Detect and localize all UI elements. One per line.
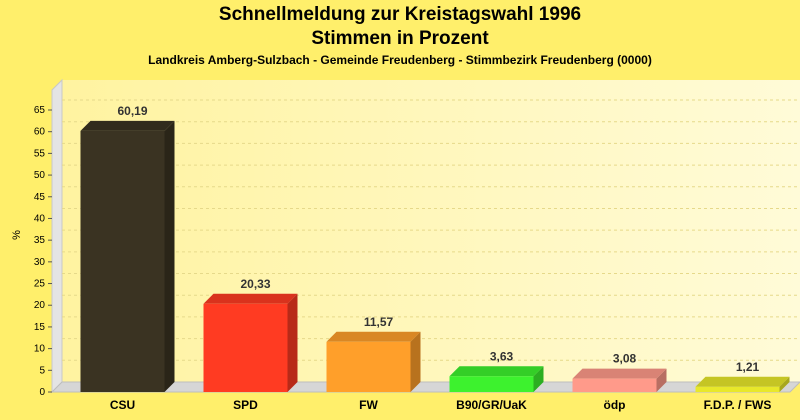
data-label: 20,33 [240, 277, 270, 291]
bar-top [695, 376, 790, 387]
y-tick-label: 5 [39, 365, 45, 376]
y-tick-label: 30 [34, 257, 46, 268]
y-tick-label: 20 [34, 300, 46, 311]
y-tick-label: 45 [34, 192, 46, 203]
x-tick-label: CSU [110, 398, 135, 412]
y-tick-label: 25 [34, 279, 46, 290]
y-axis-label: % [11, 230, 23, 240]
chart-title: Schnellmeldung zur Kreistagswahl 1996 [218, 4, 582, 25]
bar-top [449, 366, 544, 377]
y-tick-label: 10 [34, 344, 46, 355]
bar-side [656, 368, 667, 392]
x-tick-label: ödp [604, 398, 626, 412]
bar-top [572, 368, 667, 379]
bar-top [203, 293, 298, 304]
y-tick-label: 60 [34, 127, 46, 138]
bar [326, 341, 411, 392]
bar-side [779, 376, 790, 392]
left-wall [51, 78, 63, 394]
bar-side [533, 366, 544, 392]
x-tick-label: F.D.P. / FWS [704, 398, 772, 412]
data-label: 60,19 [117, 104, 147, 118]
chart-title-line2: Stimmen in Prozent [311, 28, 489, 49]
data-label: 11,57 [364, 315, 394, 329]
x-tick-label: FW [359, 398, 378, 412]
chart-subtitle: Landkreis Amberg-Sulzbach - Gemeinde Fre… [148, 53, 652, 67]
bar [80, 130, 165, 393]
bar-top [80, 120, 175, 131]
y-tick-label: 40 [34, 213, 46, 224]
data-label: 1,21 [736, 360, 760, 374]
bar [203, 303, 288, 392]
bar-side [164, 120, 175, 393]
plot-background [62, 80, 800, 382]
y-tick-label: 55 [34, 148, 46, 159]
y-tick-label: 65 [34, 105, 46, 116]
data-label: 3,63 [490, 349, 514, 363]
y-tick-label: 15 [34, 322, 46, 333]
bar [449, 376, 534, 392]
bar-side [287, 293, 298, 392]
y-tick-label: 35 [34, 235, 46, 246]
bar [695, 386, 780, 392]
y-tick-label: 0 [39, 387, 45, 398]
bar-top [326, 331, 421, 342]
y-tick-label: 50 [34, 170, 46, 181]
data-label: 3,08 [613, 352, 637, 366]
x-tick-label: SPD [233, 398, 258, 412]
x-tick-label: B90/GR/UaK [456, 398, 527, 412]
bar-side [410, 331, 421, 392]
bar [572, 378, 657, 392]
